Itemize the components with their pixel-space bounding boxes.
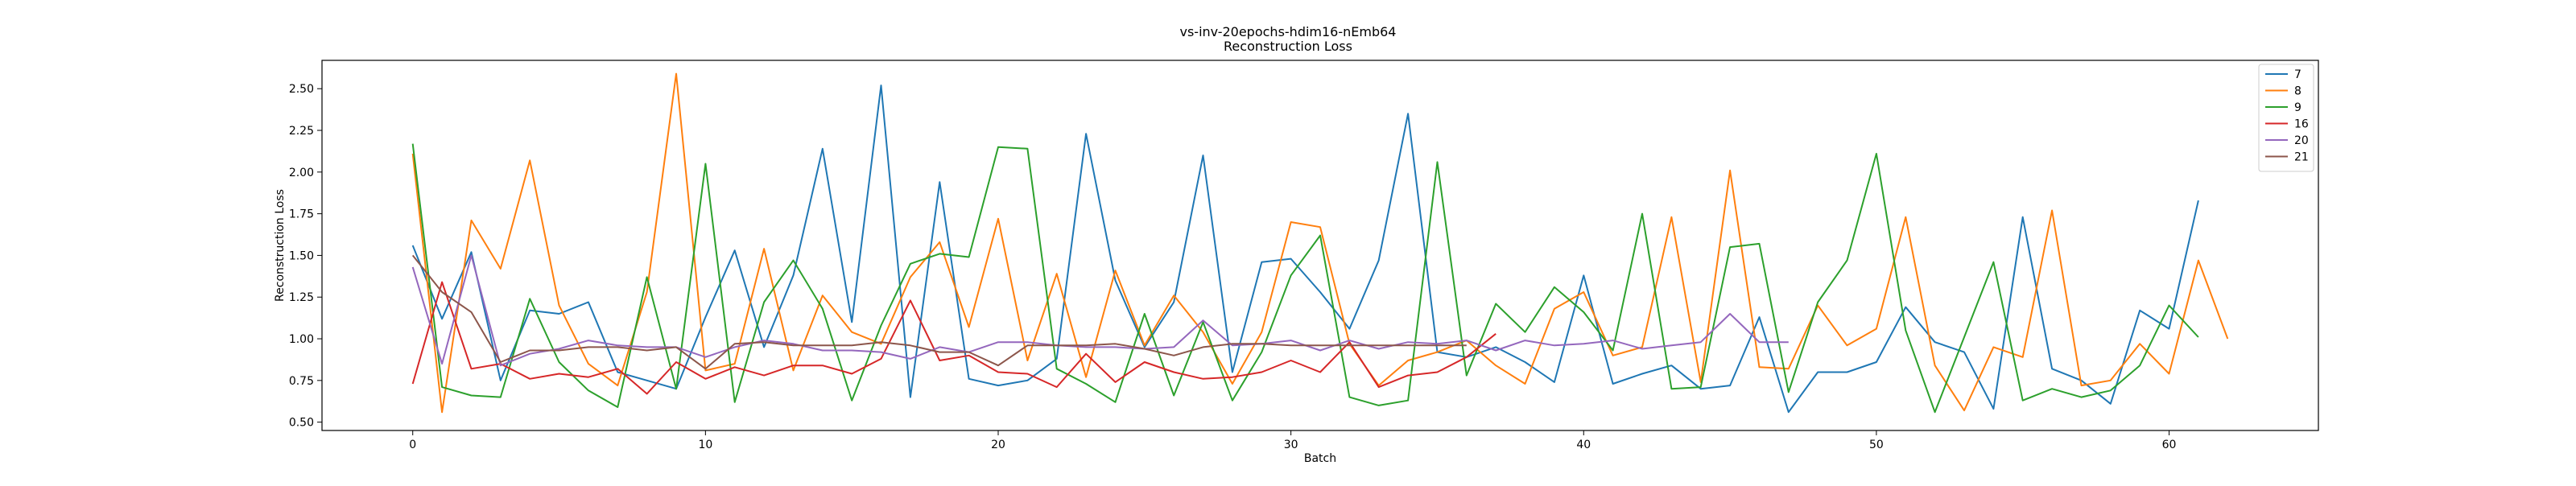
legend-label-21: 21 — [2294, 151, 2309, 164]
series-layer — [411, 72, 2229, 414]
chart-title: vs-inv-20epochs-hdim16-nEmb64 — [1180, 24, 1397, 39]
series-line-8 — [411, 72, 2229, 414]
x-tick-label: 20 — [991, 439, 1005, 451]
series-line-16 — [411, 281, 1496, 395]
y-tick-label: 2.25 — [289, 125, 314, 138]
y-axis: 0.50 0.75 1.00 1.25 1.50 1.75 2.00 2.25 2.50 — [289, 83, 322, 430]
legend-label-8: 8 — [2294, 85, 2301, 98]
x-tick-label: 0 — [409, 439, 416, 451]
series-line-21 — [411, 254, 1467, 370]
x-tick-label: 50 — [1869, 439, 1884, 451]
legend-label-20: 20 — [2294, 134, 2309, 147]
y-tick-label: 1.00 — [289, 333, 314, 346]
legend: 7 8 9 16 20 21 — [2258, 64, 2314, 172]
series-line-9 — [411, 143, 2199, 414]
x-axis: 0 10 20 30 40 50 60 — [409, 430, 2176, 451]
y-tick-label: 1.25 — [289, 291, 314, 304]
x-tick-label: 30 — [1284, 439, 1298, 451]
legend-label-9: 9 — [2294, 101, 2301, 114]
series-line-7 — [411, 84, 2199, 414]
y-tick-label: 0.75 — [289, 375, 314, 388]
chart-subtitle: Reconstruction Loss — [1224, 39, 1352, 54]
y-axis-label: Reconstruction Loss — [274, 189, 287, 302]
x-axis-label: Batch — [1304, 452, 1336, 465]
series-line-20 — [411, 254, 1789, 367]
legend-label-7: 7 — [2294, 68, 2301, 81]
y-tick-label: 1.75 — [289, 208, 314, 221]
y-tick-label: 0.50 — [289, 417, 314, 430]
plot-area — [321, 60, 2319, 431]
y-tick-label: 2.00 — [289, 167, 314, 179]
y-tick-label: 1.50 — [289, 249, 314, 262]
x-tick-label: 60 — [2162, 439, 2177, 451]
y-tick-label: 2.50 — [289, 83, 314, 96]
legend-label-16: 16 — [2294, 118, 2309, 131]
x-tick-label: 40 — [1576, 439, 1591, 451]
x-tick-label: 10 — [698, 439, 712, 451]
